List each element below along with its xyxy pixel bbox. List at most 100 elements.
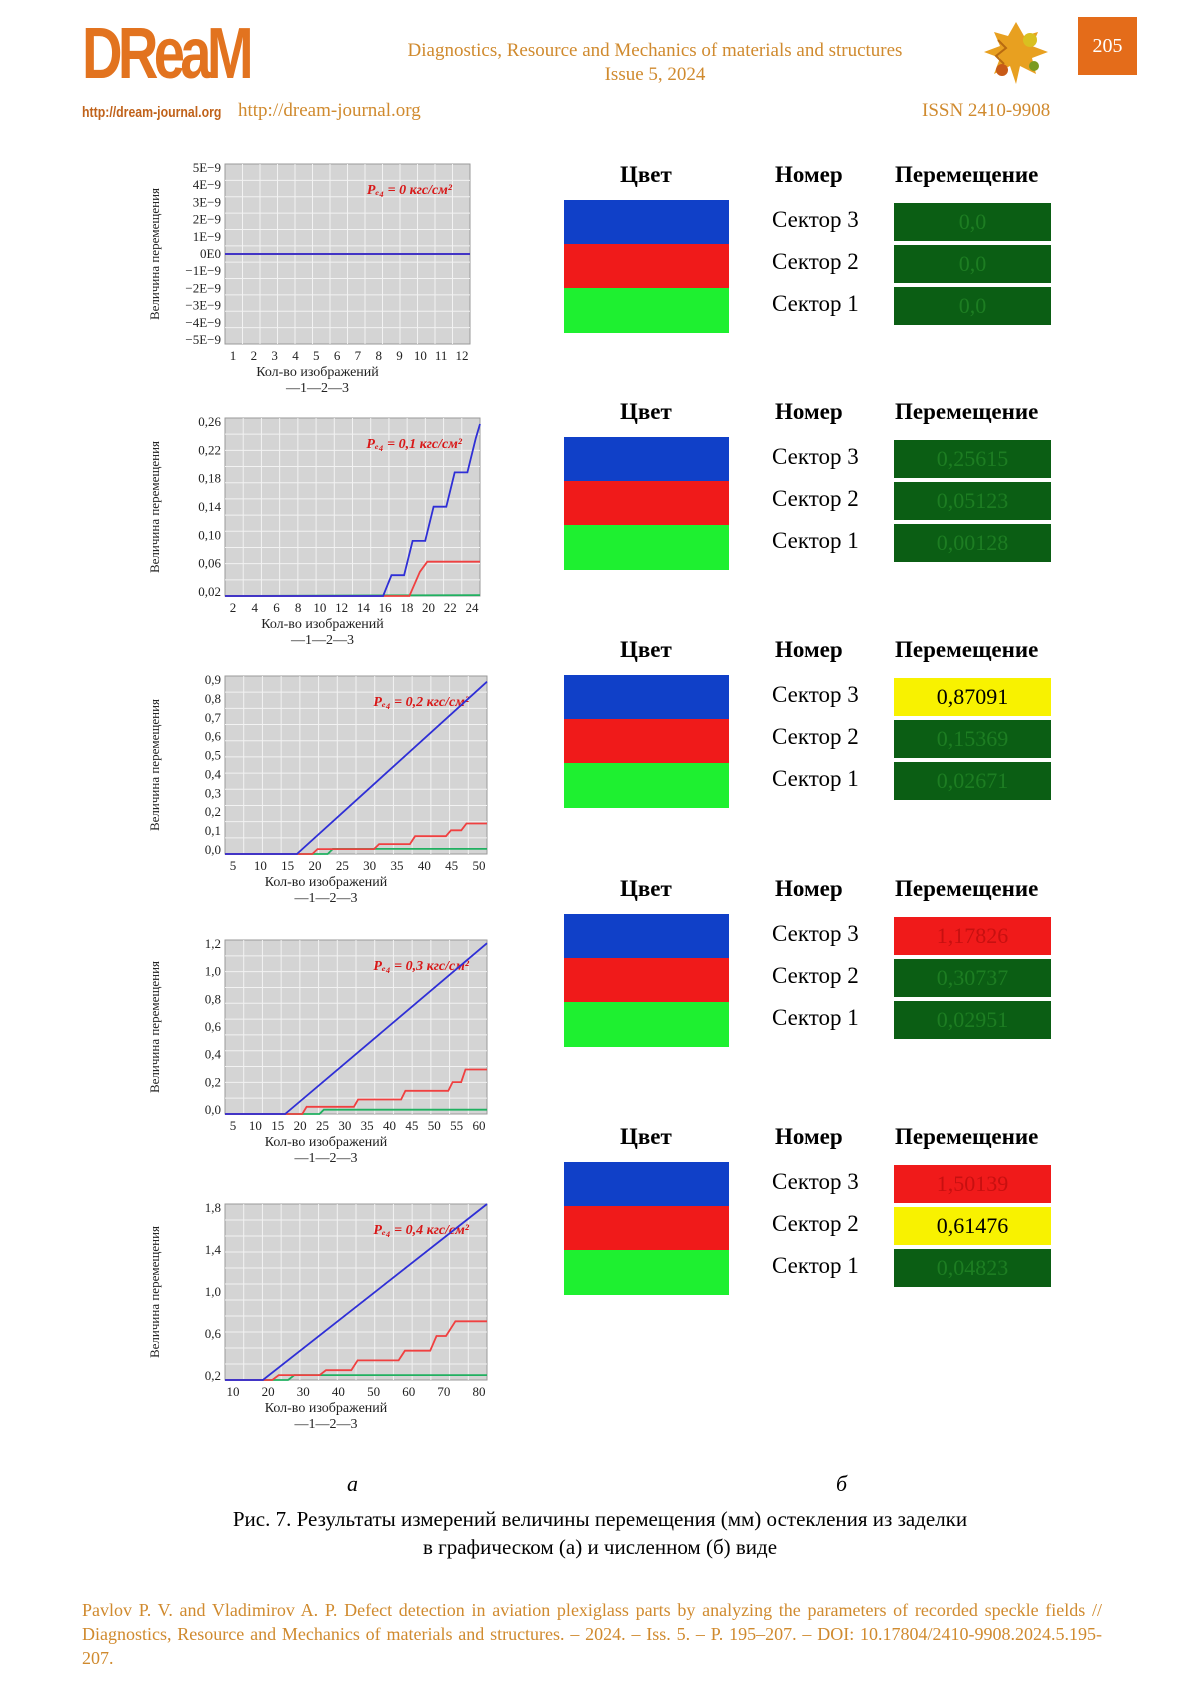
x-tick-label: 14: [357, 600, 371, 615]
x-axis-label: Кол-во изображений: [261, 617, 384, 632]
x-tick-label: 10: [254, 858, 267, 873]
y-tick-label: −2E−9: [185, 280, 221, 295]
x-tick-label: 18: [400, 600, 413, 615]
x-tick-label: 5: [230, 858, 237, 873]
color-swatch: [564, 200, 729, 245]
journal-url[interactable]: http://dream-journal.org: [238, 100, 421, 122]
y-tick-label: 0,0: [205, 1102, 221, 1117]
x-tick-label: 8: [375, 348, 382, 363]
color-swatch: [564, 437, 729, 482]
x-tick-label: 40: [332, 1384, 345, 1399]
label-b: б: [836, 1471, 847, 1497]
chart-1: 0,260,220,180,140,100,060,02246810121416…: [145, 414, 525, 679]
chart-4: 1,81,41,00,60,21020304050607080Величина …: [145, 1200, 525, 1473]
y-tick-label: 1,0: [205, 1284, 221, 1299]
x-tick-label: 5: [313, 348, 320, 363]
legend: —1—2—3: [294, 891, 358, 906]
header-shift: Перемещение: [895, 637, 1038, 663]
x-tick-label: 50: [428, 1118, 441, 1133]
y-tick-label: 5E−9: [193, 160, 221, 175]
x-tick-label: 55: [450, 1118, 463, 1133]
label-a: а: [347, 1471, 358, 1497]
x-axis-label: Кол-во изображений: [265, 875, 388, 890]
pressure-annotation: Pₑ₄ = 0,3 кгс/см²: [373, 959, 469, 974]
y-tick-label: −5E−9: [185, 332, 221, 347]
sector-label: Сектор 3: [772, 207, 859, 233]
shift-value: 0,0: [894, 287, 1051, 325]
header-shift: Перемещение: [895, 1124, 1038, 1150]
shift-value: 0,02951: [894, 1001, 1051, 1039]
y-tick-label: 0,18: [198, 471, 221, 486]
x-tick-label: 4: [292, 348, 299, 363]
pressure-annotation: Pₑ₄ = 0,2 кгс/см²: [373, 695, 469, 710]
x-axis-label: Кол-во изображений: [265, 1401, 388, 1416]
y-tick-label: 0,6: [205, 1019, 222, 1034]
chart-3: 1,21,00,80,60,40,20,05101520253035404550…: [145, 936, 525, 1205]
header-shift: Перемещение: [895, 876, 1038, 902]
x-tick-label: 35: [391, 858, 404, 873]
y-tick-label: 0,3: [205, 785, 221, 800]
x-tick-label: 20: [262, 1384, 275, 1399]
x-tick-label: 6: [273, 600, 280, 615]
color-swatch: [564, 288, 729, 333]
sector-label: Сектор 1: [772, 528, 859, 554]
x-tick-label: 30: [338, 1118, 351, 1133]
sector-table: ЦветНомерПеремещениеСектор 30,0Сектор 20…: [560, 162, 1080, 352]
y-tick-label: 0,10: [198, 527, 221, 542]
y-tick-label: 1,2: [205, 936, 221, 951]
x-tick-label: 50: [473, 858, 486, 873]
color-swatch: [564, 719, 729, 764]
logo-url: http://dream-journal.org: [82, 104, 221, 121]
y-tick-label: 0,2: [205, 804, 221, 819]
y-tick-label: 1,0: [205, 964, 221, 979]
figure-caption-line2: в графическом (а) и численном (б) виде: [0, 1533, 1200, 1561]
header-color: Цвет: [620, 1124, 672, 1150]
x-tick-label: 35: [361, 1118, 374, 1133]
pressure-annotation: Pₑ₄ = 0,1 кгс/см²: [366, 437, 462, 452]
shift-value: 0,87091: [894, 678, 1051, 716]
color-swatch: [564, 1162, 729, 1207]
chart-0: 5E−94E−93E−92E−91E−90E0−1E−9−2E−9−3E−9−4…: [145, 160, 525, 425]
shift-value: 0,02671: [894, 762, 1051, 800]
x-tick-label: 25: [336, 858, 349, 873]
pressure-annotation: Pₑ₄ = 0 кгс/см²: [367, 183, 453, 198]
y-tick-label: 0,4: [205, 1047, 222, 1062]
shift-value: 0,61476: [894, 1207, 1051, 1245]
header-color: Цвет: [620, 876, 672, 902]
y-tick-label: 0,22: [198, 442, 221, 457]
y-tick-label: 3E−9: [193, 194, 221, 209]
y-tick-label: 4E−9: [193, 177, 221, 192]
color-swatch: [564, 525, 729, 570]
citation-footer: Pavlov P. V. and Vladimirov A. P. Defect…: [82, 1598, 1102, 1670]
x-tick-label: 12: [335, 600, 348, 615]
shift-value: 0,04823: [894, 1249, 1051, 1287]
x-tick-label: 40: [383, 1118, 396, 1133]
x-tick-label: 7: [355, 348, 362, 363]
sector-table: ЦветНомерПеремещениеСектор 30,87091Секто…: [560, 637, 1080, 827]
header-shift: Перемещение: [895, 399, 1038, 425]
shift-value: 0,0: [894, 203, 1051, 241]
x-tick-label: 20: [422, 600, 435, 615]
x-tick-label: 11: [435, 348, 448, 363]
y-tick-label: 0,4: [205, 766, 222, 781]
journal-issue: Issue 5, 2024: [330, 64, 980, 86]
y-tick-label: 0,7: [205, 710, 222, 725]
sector-label: Сектор 3: [772, 444, 859, 470]
journal-title: Diagnostics, Resource and Mechanics of m…: [330, 40, 980, 62]
y-tick-label: 0,02: [198, 584, 221, 599]
y-tick-label: 0,14: [198, 499, 221, 514]
color-swatch: [564, 481, 729, 526]
autumn-leaves-icon: [978, 18, 1054, 88]
sector-table: ЦветНомерПеремещениеСектор 31,50139Секто…: [560, 1124, 1080, 1314]
x-tick-label: 6: [334, 348, 341, 363]
x-tick-label: 1: [230, 348, 237, 363]
y-axis-label: Величина перемещения: [147, 1226, 162, 1358]
x-tick-label: 80: [473, 1384, 486, 1399]
sector-label: Сектор 3: [772, 1169, 859, 1195]
y-tick-label: 1E−9: [193, 229, 221, 244]
sector-label: Сектор 1: [772, 1253, 859, 1279]
header-shift: Перемещение: [895, 162, 1038, 188]
color-swatch: [564, 244, 729, 289]
x-tick-label: 3: [271, 348, 278, 363]
pressure-annotation: Pₑ₄ = 0,4 кгс/см²: [373, 1223, 469, 1238]
